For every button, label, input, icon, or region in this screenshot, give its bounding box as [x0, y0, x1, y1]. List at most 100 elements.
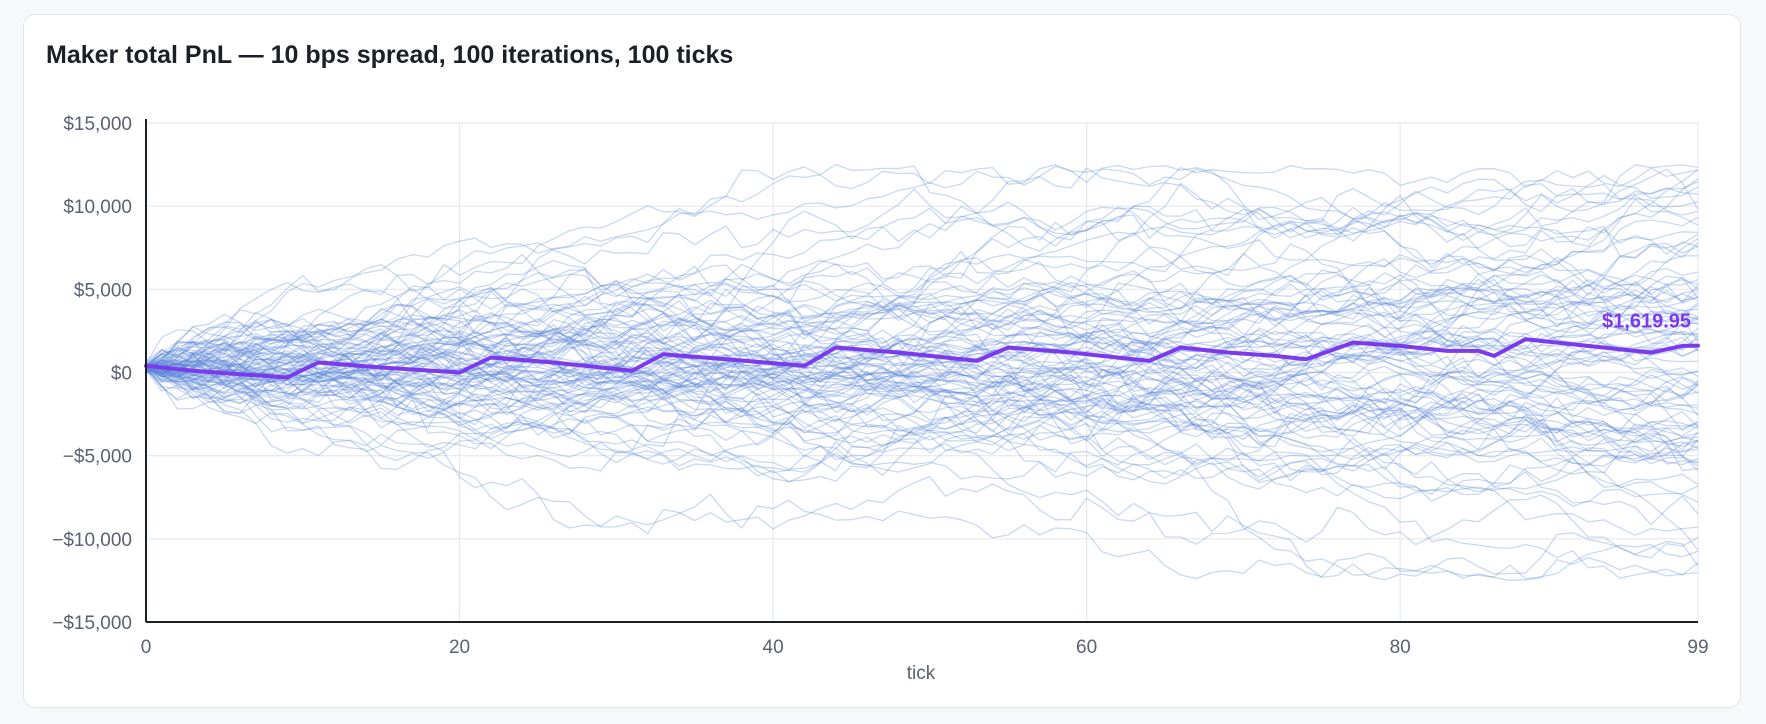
iteration-line: [145, 338, 1699, 581]
iteration-line: [145, 165, 1699, 368]
iteration-line: [145, 168, 1699, 375]
iteration-line: [145, 282, 1699, 382]
iteration-line: [145, 294, 1699, 387]
y-tick-label: −$5,000: [63, 447, 132, 468]
iteration-line: [145, 367, 1699, 580]
iteration-line: [145, 243, 1699, 379]
iteration-line: [145, 233, 1699, 423]
iteration-line: [145, 181, 1699, 378]
iteration-line: [145, 163, 1699, 369]
chart-card: Maker total PnL — 10 bps spread, 100 ite…: [23, 14, 1741, 708]
iteration-line: [145, 187, 1699, 383]
iteration-line: [145, 342, 1699, 482]
iteration-line: [145, 307, 1699, 449]
iteration-line: [145, 365, 1699, 477]
iteration-line: [145, 291, 1699, 419]
x-axis-label: tick: [907, 663, 936, 684]
tick-labels: $15,000 $10,000 $5,000 $0 −$5,000 −$10,000 −$1…: [52, 114, 1708, 684]
iteration-line: [145, 327, 1699, 429]
y-tick-label: $0: [111, 364, 132, 385]
iteration-line: [145, 312, 1699, 432]
iteration-line: [145, 273, 1699, 375]
iteration-line: [145, 242, 1699, 411]
iteration-line: [145, 333, 1699, 411]
iteration-line: [145, 317, 1699, 406]
iteration-line: [145, 363, 1699, 579]
iteration-line: [145, 312, 1699, 467]
y-tick-label: −$10,000: [52, 530, 132, 551]
x-tick-label: 40: [763, 637, 784, 658]
y-tick-label: −$15,000: [52, 613, 132, 634]
iteration-line: [145, 328, 1699, 419]
iteration-line: [145, 346, 1699, 482]
iteration-line: [145, 269, 1699, 402]
iteration-line: [145, 351, 1699, 482]
iteration-line: [145, 354, 1699, 465]
iteration-line: [145, 293, 1699, 416]
iteration-line: [145, 238, 1699, 423]
iteration-line: [145, 360, 1699, 474]
iteration-line: [145, 164, 1699, 370]
iteration-line: [145, 302, 1699, 437]
iteration-line: [145, 269, 1699, 366]
iteration-line: [145, 256, 1699, 369]
iteration-line: [145, 304, 1699, 409]
iteration-line: [145, 308, 1699, 420]
iteration-line: [145, 201, 1699, 374]
iteration-line: [145, 349, 1699, 434]
iteration-line: [145, 340, 1699, 439]
iteration-line: [145, 366, 1699, 491]
iteration-line: [146, 274, 1699, 407]
iteration-line: [145, 286, 1699, 393]
iteration-line: [145, 342, 1699, 472]
iteration-line: [145, 353, 1699, 437]
iteration-line: [145, 323, 1699, 426]
mean-value-label: $1,619.95: [1602, 311, 1691, 333]
y-tick-label: $5,000: [74, 280, 132, 301]
mean-line-group: $1,619.95: [144, 311, 1700, 380]
iteration-line: [145, 365, 1699, 467]
iteration-line: [145, 231, 1699, 374]
iteration-line: [145, 329, 1699, 440]
iteration-line: [145, 346, 1699, 454]
iteration-line: [145, 164, 1699, 377]
iteration-line: [145, 301, 1699, 367]
x-tick-label: 99: [1687, 637, 1708, 658]
y-tick-label: $10,000: [63, 197, 132, 218]
iteration-line: [145, 365, 1699, 581]
iteration-line: [145, 216, 1699, 367]
iteration-line: [145, 330, 1699, 398]
iteration-line: [145, 340, 1699, 442]
x-tick-label: 80: [1390, 637, 1411, 658]
axes: [145, 119, 1698, 623]
iteration-line: [145, 297, 1699, 412]
iteration-line: [145, 164, 1699, 377]
iteration-line: [145, 318, 1699, 442]
iteration-line: [145, 355, 1699, 503]
iteration-line: [145, 277, 1699, 389]
iteration-line: [146, 302, 1699, 405]
iteration-line: [145, 302, 1699, 442]
iteration-line: [145, 321, 1699, 439]
iteration-line: [145, 303, 1699, 472]
x-tick-label: 0: [141, 637, 152, 658]
iteration-line: [145, 299, 1699, 408]
iteration-line: [145, 281, 1699, 362]
iteration-line: [145, 283, 1699, 445]
iteration-line: [145, 321, 1699, 504]
iteration-line: [145, 264, 1699, 372]
iteration-line: [145, 332, 1699, 415]
iteration-line: [145, 369, 1699, 567]
iteration-line: [145, 169, 1699, 391]
iteration-line: [145, 367, 1699, 495]
iteration-line: [145, 272, 1699, 399]
iteration-line: [145, 314, 1699, 410]
iteration-line: [145, 278, 1699, 426]
iteration-line: [145, 293, 1699, 401]
iteration-line: [145, 327, 1699, 446]
iteration-line: [145, 359, 1699, 536]
x-tick-label: 20: [449, 637, 470, 658]
iteration-line: [145, 178, 1699, 370]
iteration-line: [145, 304, 1699, 409]
